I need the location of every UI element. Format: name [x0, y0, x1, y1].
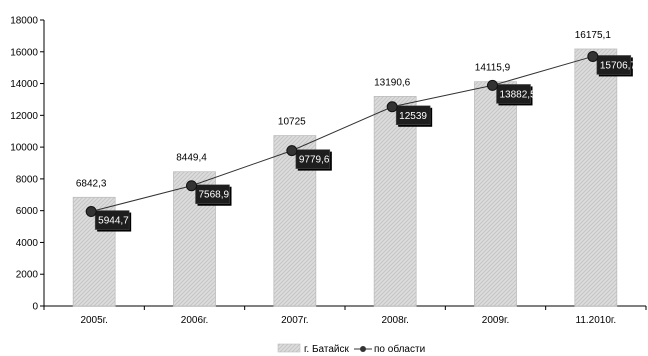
point-label-box [596, 55, 632, 75]
x-tick-label: 2008г. [381, 315, 408, 326]
bar-series [72, 48, 618, 307]
legend-label-line: по области [374, 343, 425, 355]
x-tick-label: 2009г. [482, 315, 509, 326]
legend: г. Батайск по области [277, 343, 425, 355]
y-tick-label: 16000 [10, 47, 38, 58]
point-data-label: 7568,9 [199, 190, 230, 201]
legend-swatch-marker [360, 346, 366, 352]
y-tick-label: 14000 [10, 79, 38, 90]
point-marker [487, 79, 498, 91]
point-marker [587, 50, 599, 62]
y-tick-label: 18000 [10, 16, 38, 27]
x-tick-label: 2007г. [281, 315, 308, 326]
point-label-box [94, 210, 130, 230]
bar [574, 48, 618, 307]
point-data-label: 13882,5 [500, 89, 537, 100]
bar [474, 81, 517, 307]
y-tick-label: 8000 [16, 174, 39, 185]
point-label-box [295, 149, 331, 169]
point-data-label: 15706,7 [600, 60, 637, 71]
point-marker [286, 145, 298, 157]
x-tick-label: 11.2010г. [576, 315, 617, 326]
point-data-label: 5944,7 [98, 216, 129, 227]
bar-data-label: 16175,1 [575, 30, 612, 41]
bar-value-labels: 6842,3 8449,4 10725 13190,6 14115,9 16175,1 [76, 30, 611, 189]
point-label-box [195, 184, 230, 204]
y-tick-label: 12000 [10, 111, 38, 122]
y-axis: 0 2000 4000 6000 8000 10000 12000 14000 16000 180… [10, 16, 45, 313]
x-axis: 2005г. 2006г. 2007г. 2008г. 2009г. 11.2010г. [43, 305, 647, 326]
x-tick-label: 2006г. [181, 315, 208, 326]
series-line [91, 55, 593, 213]
bar-data-label: 10725 [278, 117, 306, 128]
y-tick-label: 6000 [16, 206, 39, 217]
legend-label-bar: г. Батайск [304, 344, 350, 355]
bar-data-label: 13190,6 [374, 77, 411, 88]
point-data-label: 12539 [399, 111, 427, 122]
point-marker [85, 206, 97, 218]
y-tick-label: 10000 [10, 143, 38, 154]
point-marker [386, 101, 398, 113]
bar-data-label: 6842,3 [76, 178, 107, 189]
x-tick-label: 2005г. [80, 315, 107, 326]
point-marker [186, 180, 197, 192]
legend-swatch-bar [277, 343, 301, 353]
point-data-label: 9779,6 [299, 155, 330, 166]
y-tick-label: 2000 [16, 270, 39, 281]
y-tick-label: 4000 [16, 238, 39, 249]
bar-data-label: 14115,9 [475, 63, 511, 74]
line-series: 5944,7 7568,9 9779,6 12539 13882,5 15706,7 [85, 50, 637, 232]
bar [373, 96, 417, 307]
bar-data-label: 8449,4 [176, 153, 207, 164]
point-label-box [395, 105, 431, 126]
y-tick-label: 0 [32, 302, 38, 313]
point-label-box [496, 84, 531, 104]
